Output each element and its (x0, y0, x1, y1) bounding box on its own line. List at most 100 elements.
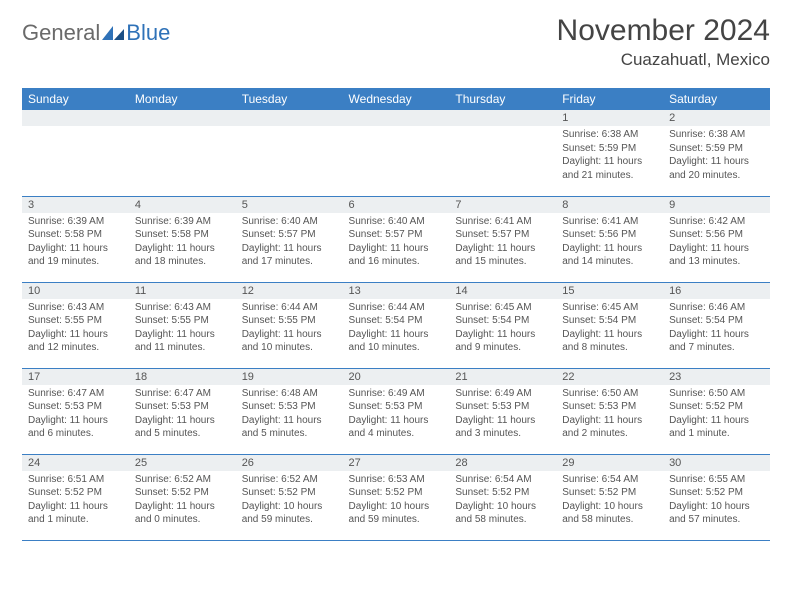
day-details: Sunrise: 6:51 AMSunset: 5:52 PMDaylight:… (22, 471, 129, 531)
day-details: Sunrise: 6:44 AMSunset: 5:55 PMDaylight:… (236, 299, 343, 359)
day-number: 2 (663, 110, 770, 126)
day-number: 19 (236, 369, 343, 385)
day-number: 6 (343, 197, 450, 213)
calendar-cell: 8Sunrise: 6:41 AMSunset: 5:56 PMDaylight… (556, 196, 663, 282)
calendar-cell: 13Sunrise: 6:44 AMSunset: 5:54 PMDayligh… (343, 282, 450, 368)
day-details: Sunrise: 6:49 AMSunset: 5:53 PMDaylight:… (343, 385, 450, 445)
calendar-cell: 5Sunrise: 6:40 AMSunset: 5:57 PMDaylight… (236, 196, 343, 282)
calendar-cell: 3Sunrise: 6:39 AMSunset: 5:58 PMDaylight… (22, 196, 129, 282)
title-block: November 2024 Cuazahuatl, Mexico (557, 14, 770, 70)
day-details: Sunrise: 6:52 AMSunset: 5:52 PMDaylight:… (236, 471, 343, 531)
day-number (129, 110, 236, 126)
calendar-cell: 27Sunrise: 6:53 AMSunset: 5:52 PMDayligh… (343, 454, 450, 540)
day-number: 18 (129, 369, 236, 385)
day-details: Sunrise: 6:39 AMSunset: 5:58 PMDaylight:… (129, 213, 236, 273)
day-number: 5 (236, 197, 343, 213)
calendar-cell: 16Sunrise: 6:46 AMSunset: 5:54 PMDayligh… (663, 282, 770, 368)
logo-text-blue: Blue (126, 20, 170, 46)
day-number: 9 (663, 197, 770, 213)
calendar-cell (343, 110, 450, 196)
day-number: 29 (556, 455, 663, 471)
calendar-week-row: 17Sunrise: 6:47 AMSunset: 5:53 PMDayligh… (22, 368, 770, 454)
day-details: Sunrise: 6:41 AMSunset: 5:56 PMDaylight:… (556, 213, 663, 273)
day-details: Sunrise: 6:47 AMSunset: 5:53 PMDaylight:… (129, 385, 236, 445)
day-header: Monday (129, 88, 236, 110)
day-number: 24 (22, 455, 129, 471)
calendar-cell: 30Sunrise: 6:55 AMSunset: 5:52 PMDayligh… (663, 454, 770, 540)
calendar-cell: 19Sunrise: 6:48 AMSunset: 5:53 PMDayligh… (236, 368, 343, 454)
calendar-cell: 6Sunrise: 6:40 AMSunset: 5:57 PMDaylight… (343, 196, 450, 282)
day-number: 17 (22, 369, 129, 385)
day-number: 23 (663, 369, 770, 385)
day-number (343, 110, 450, 126)
day-number (22, 110, 129, 126)
month-title: November 2024 (557, 14, 770, 48)
day-details: Sunrise: 6:53 AMSunset: 5:52 PMDaylight:… (343, 471, 450, 531)
calendar-cell: 22Sunrise: 6:50 AMSunset: 5:53 PMDayligh… (556, 368, 663, 454)
day-number: 16 (663, 283, 770, 299)
calendar-cell: 12Sunrise: 6:44 AMSunset: 5:55 PMDayligh… (236, 282, 343, 368)
day-number: 12 (236, 283, 343, 299)
day-details: Sunrise: 6:38 AMSunset: 5:59 PMDaylight:… (556, 126, 663, 186)
day-number (449, 110, 556, 126)
day-number: 30 (663, 455, 770, 471)
day-details: Sunrise: 6:41 AMSunset: 5:57 PMDaylight:… (449, 213, 556, 273)
day-details: Sunrise: 6:47 AMSunset: 5:53 PMDaylight:… (22, 385, 129, 445)
day-header: Friday (556, 88, 663, 110)
day-details: Sunrise: 6:50 AMSunset: 5:52 PMDaylight:… (663, 385, 770, 445)
day-details: Sunrise: 6:52 AMSunset: 5:52 PMDaylight:… (129, 471, 236, 531)
calendar-week-row: 10Sunrise: 6:43 AMSunset: 5:55 PMDayligh… (22, 282, 770, 368)
day-details: Sunrise: 6:43 AMSunset: 5:55 PMDaylight:… (22, 299, 129, 359)
day-number: 25 (129, 455, 236, 471)
header: General Blue November 2024 Cuazahuatl, M… (22, 14, 770, 70)
day-number: 4 (129, 197, 236, 213)
calendar-cell: 9Sunrise: 6:42 AMSunset: 5:56 PMDaylight… (663, 196, 770, 282)
calendar-week-row: 24Sunrise: 6:51 AMSunset: 5:52 PMDayligh… (22, 454, 770, 540)
day-details: Sunrise: 6:54 AMSunset: 5:52 PMDaylight:… (556, 471, 663, 531)
day-header: Sunday (22, 88, 129, 110)
day-number: 7 (449, 197, 556, 213)
day-number: 15 (556, 283, 663, 299)
day-details: Sunrise: 6:48 AMSunset: 5:53 PMDaylight:… (236, 385, 343, 445)
day-number: 28 (449, 455, 556, 471)
day-number: 8 (556, 197, 663, 213)
day-number: 1 (556, 110, 663, 126)
day-details: Sunrise: 6:40 AMSunset: 5:57 PMDaylight:… (236, 213, 343, 273)
calendar-cell: 10Sunrise: 6:43 AMSunset: 5:55 PMDayligh… (22, 282, 129, 368)
day-number: 27 (343, 455, 450, 471)
calendar-cell: 29Sunrise: 6:54 AMSunset: 5:52 PMDayligh… (556, 454, 663, 540)
day-number: 13 (343, 283, 450, 299)
day-number: 11 (129, 283, 236, 299)
day-details: Sunrise: 6:55 AMSunset: 5:52 PMDaylight:… (663, 471, 770, 531)
location: Cuazahuatl, Mexico (557, 50, 770, 70)
day-header: Tuesday (236, 88, 343, 110)
calendar-cell: 15Sunrise: 6:45 AMSunset: 5:54 PMDayligh… (556, 282, 663, 368)
day-header: Thursday (449, 88, 556, 110)
day-details: Sunrise: 6:44 AMSunset: 5:54 PMDaylight:… (343, 299, 450, 359)
day-details: Sunrise: 6:46 AMSunset: 5:54 PMDaylight:… (663, 299, 770, 359)
calendar-cell: 2Sunrise: 6:38 AMSunset: 5:59 PMDaylight… (663, 110, 770, 196)
calendar-cell: 21Sunrise: 6:49 AMSunset: 5:53 PMDayligh… (449, 368, 556, 454)
calendar-cell: 25Sunrise: 6:52 AMSunset: 5:52 PMDayligh… (129, 454, 236, 540)
day-number: 26 (236, 455, 343, 471)
logo: General Blue (22, 14, 170, 46)
day-number: 3 (22, 197, 129, 213)
logo-text-general: General (22, 20, 100, 46)
day-header-row: Sunday Monday Tuesday Wednesday Thursday… (22, 88, 770, 110)
calendar-week-row: 3Sunrise: 6:39 AMSunset: 5:58 PMDaylight… (22, 196, 770, 282)
calendar-cell (449, 110, 556, 196)
day-header: Saturday (663, 88, 770, 110)
day-details: Sunrise: 6:38 AMSunset: 5:59 PMDaylight:… (663, 126, 770, 186)
day-details: Sunrise: 6:42 AMSunset: 5:56 PMDaylight:… (663, 213, 770, 273)
day-details: Sunrise: 6:49 AMSunset: 5:53 PMDaylight:… (449, 385, 556, 445)
sail-icon (102, 26, 124, 40)
calendar-cell: 11Sunrise: 6:43 AMSunset: 5:55 PMDayligh… (129, 282, 236, 368)
day-details: Sunrise: 6:50 AMSunset: 5:53 PMDaylight:… (556, 385, 663, 445)
calendar-cell: 28Sunrise: 6:54 AMSunset: 5:52 PMDayligh… (449, 454, 556, 540)
calendar-cell: 20Sunrise: 6:49 AMSunset: 5:53 PMDayligh… (343, 368, 450, 454)
day-header: Wednesday (343, 88, 450, 110)
calendar-cell: 7Sunrise: 6:41 AMSunset: 5:57 PMDaylight… (449, 196, 556, 282)
calendar-cell: 24Sunrise: 6:51 AMSunset: 5:52 PMDayligh… (22, 454, 129, 540)
day-number (236, 110, 343, 126)
day-number: 22 (556, 369, 663, 385)
